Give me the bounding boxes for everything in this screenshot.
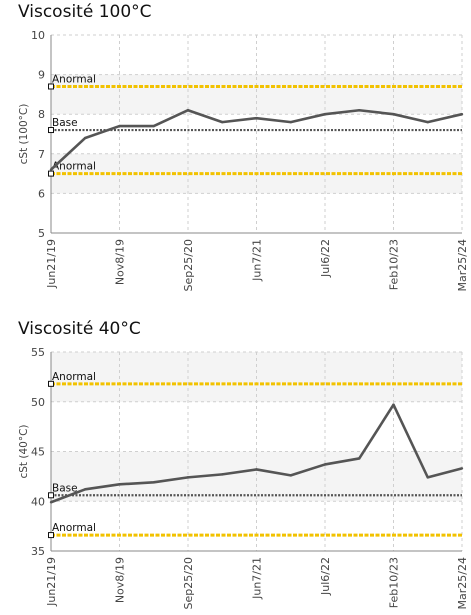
y-tick-label: 55 xyxy=(31,346,45,359)
data-point xyxy=(323,113,327,116)
y-tick-label: 10 xyxy=(31,29,45,42)
data-point xyxy=(84,136,87,140)
x-tick-label: Jun7/21 xyxy=(251,557,264,600)
data-point xyxy=(118,483,121,486)
y-tick-label: 45 xyxy=(31,446,45,459)
abnormal-reference-label: Anormal xyxy=(52,161,96,173)
x-tick-label: Jul6/22 xyxy=(319,239,332,278)
reference-marker xyxy=(48,127,54,134)
base-reference-label: Base xyxy=(52,117,78,129)
x-tick-label: Nov8/19 xyxy=(114,557,127,603)
data-point xyxy=(255,116,258,120)
data-point xyxy=(358,457,361,460)
data-point xyxy=(84,488,87,491)
chart-title: Viscosité 100°C xyxy=(18,2,152,22)
y-tick-label: 8 xyxy=(38,108,45,121)
y-tick-label: 6 xyxy=(38,187,45,200)
x-tick-label: Jun21/19 xyxy=(45,557,58,607)
x-tick-label: Feb10/23 xyxy=(388,557,401,608)
data-point xyxy=(186,476,190,479)
y-tick-label: 35 xyxy=(31,545,45,558)
data-point xyxy=(221,120,224,124)
abnormal-reference-label: Anormal xyxy=(52,522,96,534)
data-point xyxy=(49,501,53,504)
x-tick-label: Nov8/19 xyxy=(114,239,127,285)
data-point xyxy=(289,120,292,124)
data-point xyxy=(392,113,395,116)
data-point xyxy=(49,168,53,171)
base-reference-label: Base xyxy=(52,482,78,494)
data-point xyxy=(118,124,121,128)
grid-band xyxy=(51,451,462,502)
reference-marker xyxy=(48,492,54,499)
x-tick-label: Jun7/21 xyxy=(251,239,264,282)
y-axis-title: cSt (40°C) xyxy=(18,424,30,478)
abnormal-reference-label: Anormal xyxy=(52,73,96,85)
y-tick-label: 9 xyxy=(38,69,45,82)
data-point xyxy=(152,481,155,484)
x-tick-label: Mar25/24 xyxy=(456,239,469,291)
y-tick-label: 7 xyxy=(38,148,45,161)
viscosity-40-chart-panel: Viscosité 40°C Jun21/19 Nov8/19 Sep25/20 Ju… xyxy=(0,300,471,615)
data-point xyxy=(323,463,327,466)
data-point xyxy=(358,109,361,112)
data-point xyxy=(426,476,429,479)
x-tick-label: Mar25/24 xyxy=(456,557,469,609)
data-point xyxy=(186,109,190,112)
data-point xyxy=(152,124,155,128)
viscosity-40-chart: Jun21/19 Nov8/19 Sep25/20 Jun7/21 Jul6/22 Feb… xyxy=(18,346,469,609)
reference-marker xyxy=(48,170,54,177)
reference-marker xyxy=(48,380,54,387)
data-point xyxy=(289,474,292,477)
chart-title: Viscosité 40°C xyxy=(18,319,141,339)
x-tick-label: Sep25/20 xyxy=(182,239,195,291)
y-axis-title: cSt (100°C) xyxy=(18,104,30,165)
data-point xyxy=(255,468,258,471)
data-point xyxy=(460,467,464,470)
x-tick-label: Jul6/22 xyxy=(319,557,332,596)
reference-marker xyxy=(48,83,54,90)
data-point xyxy=(426,120,429,124)
data-point xyxy=(392,403,395,406)
data-point xyxy=(221,473,224,476)
abnormal-reference-label: Anormal xyxy=(52,371,96,383)
x-tick-label: Sep25/20 xyxy=(182,557,195,609)
y-tick-label: 40 xyxy=(31,495,45,508)
reference-marker xyxy=(48,532,54,539)
y-tick-label: 5 xyxy=(38,227,45,240)
x-tick-label: Jun21/19 xyxy=(45,239,58,289)
viscosity-100-chart: Jun21/19 Nov8/19 Sep25/20 Jun7/21 Jul6/22 Feb… xyxy=(18,29,469,291)
y-tick-label: 50 xyxy=(31,396,45,409)
data-point xyxy=(460,113,464,116)
viscosity-100-chart-panel: Viscosité 100°C Jun21/19 Nov8/19 Sep25/20 J… xyxy=(0,0,471,300)
x-tick-label: Feb10/23 xyxy=(388,239,401,290)
